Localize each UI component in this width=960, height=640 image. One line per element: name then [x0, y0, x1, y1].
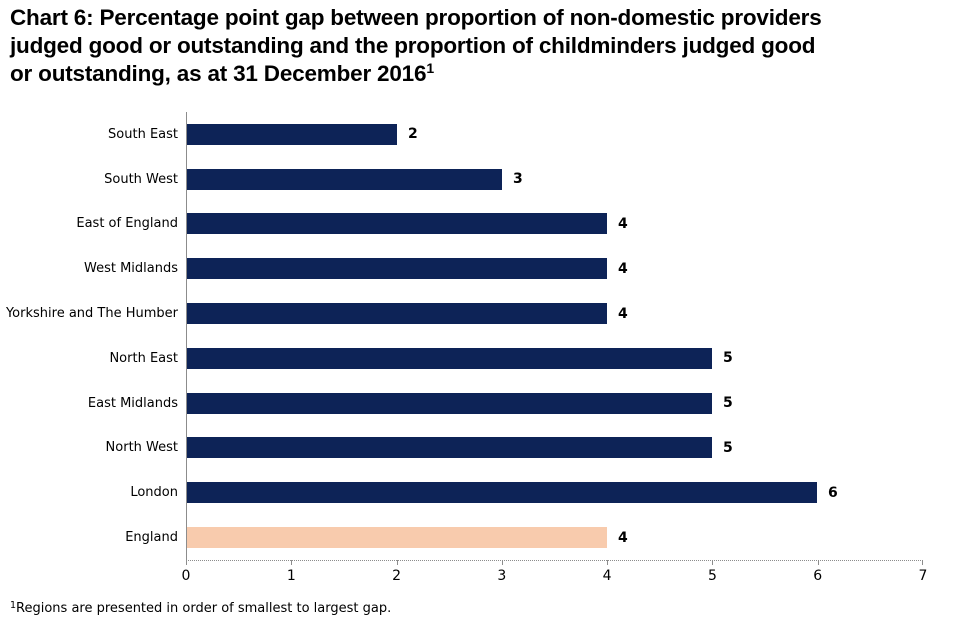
bar-track: 5 [186, 425, 922, 471]
category-label: East Midlands [87, 395, 178, 411]
chart-row: England 4 [0, 515, 922, 560]
x-axis-tick-label: 1 [286, 568, 296, 584]
value-label: 4 [618, 305, 628, 322]
value-label: 4 [618, 529, 628, 546]
chart-title-line-1: Chart 6: Percentage point gap between pr… [10, 5, 822, 30]
bar-track: 2 [186, 112, 922, 157]
category-label: East of England [76, 216, 178, 232]
x-axis-tick-label: 2 [392, 568, 402, 584]
x-axis-tick [291, 560, 293, 565]
bar-north-east [187, 347, 712, 369]
bar-east-midlands [187, 392, 712, 414]
bar-track: 4 [186, 246, 922, 292]
value-label: 5 [723, 350, 733, 367]
bar-north-west [187, 437, 712, 459]
footnote: 1Regions are presented in order of small… [10, 600, 391, 616]
chart-row: North West 5 [0, 425, 922, 471]
x-axis-tick [396, 560, 398, 565]
category-label: North East [109, 350, 178, 366]
value-label: 3 [513, 171, 523, 188]
x-axis-tick [607, 560, 609, 565]
bar-track: 3 [186, 156, 922, 202]
x-axis-tick [712, 560, 714, 565]
bar-track: 4 [186, 201, 922, 247]
x-axis-tick [501, 560, 503, 565]
category-label: South East [108, 126, 178, 142]
category-label: West Midlands [83, 261, 178, 277]
chart-row: East Midlands 5 [0, 380, 922, 426]
category-label: North West [105, 440, 178, 456]
value-label: 4 [618, 215, 628, 232]
category-label: South West [104, 171, 178, 187]
bar-track: 4 [186, 515, 922, 560]
chart-row: West Midlands 4 [0, 246, 922, 292]
bar-track: 5 [186, 380, 922, 426]
chart-row: Yorkshire and The Humber 4 [0, 291, 922, 336]
bar-track: 4 [186, 291, 922, 336]
x-axis: 0 1 2 3 4 5 6 7 [182, 560, 927, 590]
chart-title-line-2: judged good or outstanding and the propo… [10, 33, 816, 58]
chart-title-line-3: or outstanding, as at 31 December 20161 [10, 60, 822, 88]
chart-title-line-3-text: or outstanding, as at 31 December 2016 [10, 61, 427, 86]
x-axis-tick [186, 560, 187, 565]
x-axis-tick-label: 0 [181, 568, 191, 584]
chart-row: East of England 4 [0, 201, 922, 247]
x-axis-line [186, 560, 923, 561]
category-label: England [125, 530, 178, 546]
bar-west-midlands [187, 258, 607, 280]
bar-track: 5 [186, 335, 922, 381]
bar-england [187, 527, 607, 549]
value-label: 5 [723, 439, 733, 456]
footnote-text: Regions are presented in order of smalle… [16, 601, 392, 616]
bar-south-west [187, 168, 502, 190]
value-label: 2 [408, 126, 418, 143]
x-axis-tick-label: 4 [602, 568, 612, 584]
bar-yorkshire-and-the-humber [187, 303, 607, 325]
value-label: 6 [828, 484, 838, 501]
x-axis-tick-label: 7 [918, 568, 928, 584]
bar-south-east [187, 123, 397, 145]
chart-row: South West 3 [0, 156, 922, 202]
bar-track: 6 [186, 470, 922, 516]
category-label: London [130, 485, 178, 501]
chart-title: Chart 6: Percentage point gap between pr… [10, 4, 822, 88]
chart-row: London 6 [0, 470, 922, 516]
x-axis-tick-label: 5 [707, 568, 717, 584]
bar-east-of-england [187, 213, 607, 235]
x-axis-tick [817, 560, 819, 565]
footnote-marker: 1 [10, 600, 17, 611]
bar-london [187, 482, 817, 504]
x-axis-tick [922, 560, 923, 565]
chart-row: North East 5 [0, 335, 922, 381]
category-label: Yorkshire and The Humber [5, 306, 178, 322]
x-axis-tick-label: 6 [813, 568, 823, 584]
chart-title-footnote-marker: 1 [426, 60, 434, 76]
chart-row: South East 2 [0, 112, 922, 157]
chart-plot-area: South East 2 South West 3 East of England 4 We… [0, 112, 922, 560]
value-label: 5 [723, 395, 733, 412]
x-axis-tick-label: 3 [497, 568, 507, 584]
value-label: 4 [618, 260, 628, 277]
